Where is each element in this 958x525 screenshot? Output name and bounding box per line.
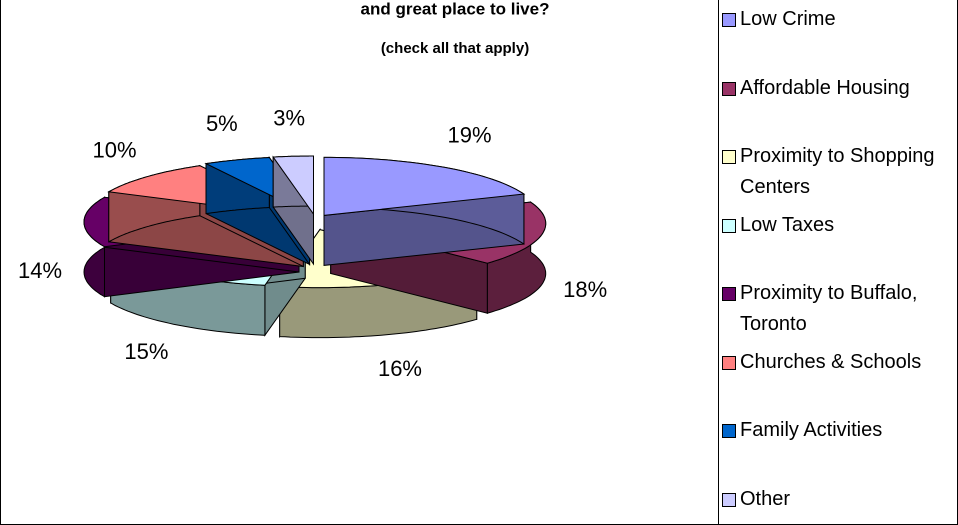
data-label: 18% [563, 277, 607, 302]
slice-top [272, 155, 314, 216]
data-label: 3% [273, 105, 305, 130]
legend-swatch [722, 424, 736, 438]
chart-title: and great place to live? [361, 0, 550, 18]
legend-swatch [722, 355, 736, 370]
slice [272, 155, 314, 266]
legend-label: Family Activities [740, 419, 883, 441]
legend-label: Proximity to Shopping Centers [740, 145, 935, 198]
legend-item: Other [722, 484, 958, 515]
legend-item: Low Taxes [722, 210, 958, 241]
legend-swatch [722, 287, 736, 301]
data-label: 15% [124, 339, 168, 364]
data-label: 14% [18, 258, 62, 283]
legend-swatch [722, 492, 736, 507]
legend-swatch [722, 150, 736, 164]
legend-label: Proximity to Buffalo, Toronto [740, 282, 918, 335]
legend-item: Affordable Housing [722, 73, 958, 104]
legend-label: Affordable Housing [740, 76, 910, 99]
data-label: 10% [93, 137, 137, 162]
data-label: 16% [378, 356, 422, 381]
legend-label: Low Crime [740, 8, 836, 30]
slice-top [323, 156, 526, 216]
chart-subtitle: (check all that apply) [381, 40, 529, 57]
legend-item: Family Activities [722, 415, 958, 446]
legend-label: Other [740, 487, 791, 510]
legend-label: Low Taxes [740, 213, 835, 236]
slice [323, 156, 526, 266]
legend-swatch [722, 13, 736, 27]
legend-label: Churches & Schools [740, 350, 922, 373]
legend-swatch [722, 218, 736, 233]
legend-item: Proximity to Shopping Centers [722, 141, 958, 203]
legend-swatch [722, 81, 736, 96]
legend-item: Low Crime [722, 4, 958, 35]
legend-item: Churches & Schools [722, 347, 958, 378]
legend-item: Proximity to Buffalo, Toronto [722, 278, 958, 340]
pie [83, 155, 547, 339]
data-label: 19% [448, 123, 492, 148]
data-label: 5% [206, 111, 238, 136]
legend-box [718, 0, 958, 525]
